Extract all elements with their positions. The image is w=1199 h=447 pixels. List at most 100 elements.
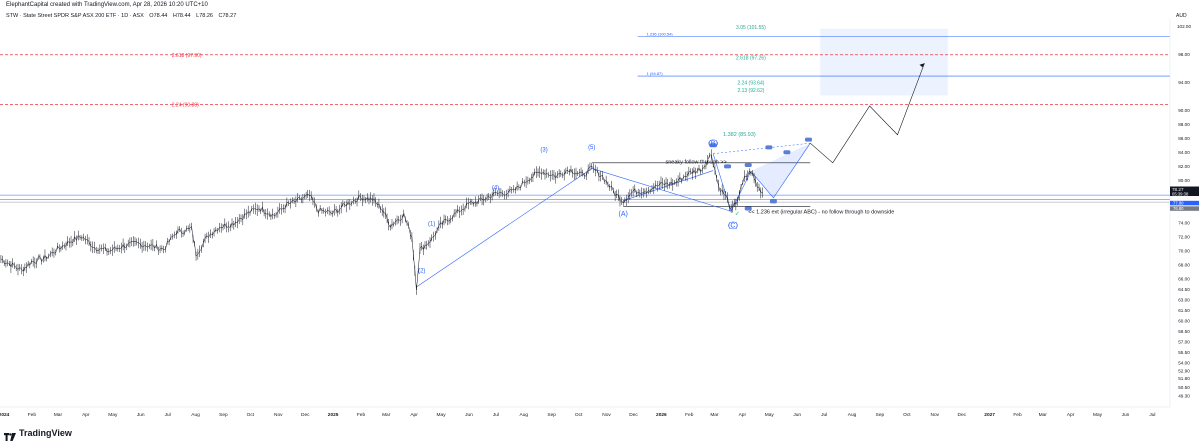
last-price-badge xyxy=(1170,186,1199,197)
x-tick-label: Dec xyxy=(629,412,638,418)
x-tick-label: May xyxy=(1093,412,1103,418)
x-tick-label: Nov xyxy=(274,412,283,418)
pattern-point-badge xyxy=(804,137,812,142)
target-zone-box xyxy=(819,28,949,96)
y-tick-label: 72.00 xyxy=(1178,234,1190,239)
pattern-point-badge xyxy=(709,143,717,148)
price-label-a: 77.80 xyxy=(1173,201,1184,206)
wave-label: (5) xyxy=(588,145,595,151)
x-tick-label: Feb xyxy=(1013,412,1022,418)
x-tick-label: Aug xyxy=(520,412,529,418)
pattern-point-badge xyxy=(769,199,777,204)
price-label-b-badge xyxy=(1170,206,1199,211)
y-tick-label: 82.00 xyxy=(1178,164,1190,169)
fib-target-label: 2.24 (93.64) xyxy=(737,81,764,87)
x-tick-label: Oct xyxy=(903,412,911,418)
x-tick-label: Apr xyxy=(82,412,90,418)
harmonic-pattern-fill xyxy=(750,143,811,198)
y-tick-label: 86.00 xyxy=(1178,136,1190,141)
x-tick-label: Sep xyxy=(547,412,556,418)
x-tick-label: Dec xyxy=(957,412,966,418)
ohlc-high: H78.44 xyxy=(172,13,191,19)
x-tick-label: Mar xyxy=(1039,412,1048,418)
price-label-b: 76.80 xyxy=(1173,206,1184,211)
ohlc-low: L78.26 xyxy=(196,13,213,19)
y-tick-label: 68.00 xyxy=(1178,262,1190,267)
projected-path-arrow xyxy=(919,63,925,68)
x-tick-label: Jun xyxy=(1122,412,1130,418)
x-tick-label: May xyxy=(437,412,447,418)
y-tick-label: 98.00 xyxy=(1178,52,1190,57)
fib-extension-label: 1.236 (100.54) xyxy=(647,31,674,36)
x-tick-label: Feb xyxy=(28,412,37,418)
fib-target-label: 2.13 (92.62) xyxy=(737,88,764,94)
x-tick-label: May xyxy=(108,412,118,418)
y-tick-label: 88.00 xyxy=(1178,122,1190,127)
y-tick-label: 54.00 xyxy=(1178,361,1190,366)
price-label-a-badge xyxy=(1170,200,1199,206)
fib-extension-label: 1 (94.87) xyxy=(647,71,664,76)
tradingview-logo: TradingView xyxy=(4,428,72,441)
x-tick-label: Aug xyxy=(191,412,200,418)
y-tick-label: 64.50 xyxy=(1178,287,1190,292)
y-tick-label: 66.00 xyxy=(1178,276,1190,281)
pattern-point-badge xyxy=(724,164,732,169)
x-tick-label: Feb xyxy=(685,412,694,418)
y-tick-label: 80.00 xyxy=(1178,178,1190,183)
y-tick-label: 50.50 xyxy=(1178,385,1190,390)
y-tick-label: 51.80 xyxy=(1178,376,1190,381)
x-tick-label: Apr xyxy=(1067,412,1075,418)
checkmark-icon: ✓ xyxy=(735,211,740,217)
y-tick-label: 70.00 xyxy=(1178,248,1190,253)
x-tick-label: Apr xyxy=(410,412,418,418)
x-tick-label: Jun xyxy=(465,412,473,418)
wave-label: (B) xyxy=(708,140,717,147)
y-tick-label: 61.50 xyxy=(1178,308,1190,313)
x-tick-label: 2027 xyxy=(984,412,995,418)
ohlc-close: C78.27 xyxy=(218,13,237,19)
price-line xyxy=(0,154,763,291)
x-tick-label: Aug xyxy=(848,412,857,418)
x-tick-label: Dec xyxy=(301,412,310,418)
wave-label-circle xyxy=(728,221,738,230)
chart-attribution: ElephantCapital created with TradingView… xyxy=(6,2,208,8)
y-tick-label: 52.90 xyxy=(1178,368,1190,373)
y-tick-label: 63.00 xyxy=(1178,297,1190,302)
x-tick-label: Mar xyxy=(54,412,63,418)
x-tick-label: Apr xyxy=(739,412,747,418)
x-tick-label: Nov xyxy=(931,412,940,418)
y-tick-label: 90.00 xyxy=(1178,108,1190,113)
pattern-point-badge xyxy=(744,206,752,211)
x-tick-label: Feb xyxy=(357,412,366,418)
fib-target-label: 3.05 (101.55) xyxy=(736,25,766,31)
wave-label: (C) xyxy=(728,222,738,229)
y-tick-label: 58.50 xyxy=(1178,329,1190,334)
fib-level-label: 2.24 (90.80) xyxy=(172,103,199,109)
annotation-text: sneaky follow through >> xyxy=(665,160,726,166)
fib-target-label: 2.618 (97.26) xyxy=(736,55,766,61)
axis-currency-label: AUD xyxy=(1176,13,1187,19)
x-tick-label: Jul xyxy=(493,412,499,418)
fib-level-label: 2.618 (97.90) xyxy=(172,53,202,59)
wave-label: (2) xyxy=(418,268,425,274)
x-tick-label: Sep xyxy=(219,412,228,418)
tradingview-brand: TradingView xyxy=(19,428,72,438)
x-tick-label: Jun xyxy=(137,412,145,418)
symbol-title: STW · State Street SPDR S&P ASX 200 ETF … xyxy=(6,13,144,19)
harmonic-pattern-diagonal xyxy=(713,142,811,154)
wave-label: (A) xyxy=(619,211,628,218)
symbol-legend: STW · State Street SPDR S&P ASX 200 ETF … xyxy=(6,13,240,19)
x-tick-label: 2026 xyxy=(656,412,667,418)
projected-path xyxy=(810,63,925,164)
y-tick-label: 94.00 xyxy=(1178,80,1190,85)
x-tick-label: Jul xyxy=(1149,412,1155,418)
y-tick-label: 84.00 xyxy=(1178,150,1190,155)
x-tick-label: Oct xyxy=(247,412,255,418)
x-tick-label: Mar xyxy=(710,412,719,418)
annotation-text: 1.382 (85.93) xyxy=(723,132,756,138)
y-tick-label: 74.00 xyxy=(1178,220,1190,225)
pattern-point-badge xyxy=(744,162,752,167)
x-tick-label: Sep xyxy=(876,412,885,418)
wave-label: (4) xyxy=(492,185,499,191)
